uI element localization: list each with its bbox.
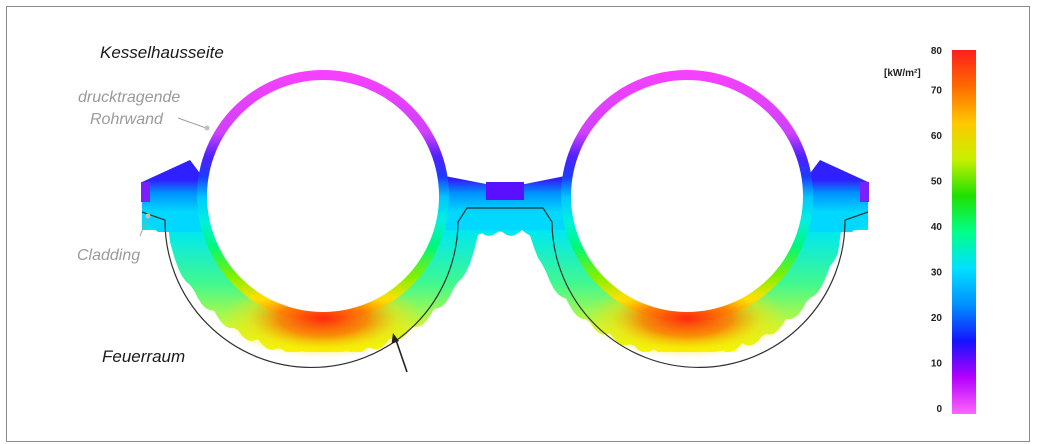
right-fin-edge — [860, 182, 869, 202]
right-tube-bore — [571, 80, 803, 312]
cladding-interface-line — [141, 207, 869, 369]
right-fin — [800, 160, 868, 232]
rohrwand-dot — [204, 125, 210, 131]
cladding-leader — [139, 215, 149, 237]
colorbar-tick-0: 0 — [936, 404, 942, 415]
colorbar-unit: [kW/m²] — [884, 68, 921, 79]
colorbar-ticks: 0 10 20 30 40 50 60 70 80 — [931, 46, 943, 415]
colorbar-tick-40: 40 — [931, 222, 943, 233]
label-drucktragende: drucktragende — [78, 89, 180, 106]
tube-cross-section — [141, 70, 869, 369]
colorbar-tick-30: 30 — [931, 268, 943, 279]
colorbar-tick-60: 60 — [931, 131, 943, 142]
label-kesselhausseite: Kesselhausseite — [100, 43, 224, 62]
label-cladding: Cladding — [77, 247, 140, 264]
cladding-dot — [145, 213, 151, 219]
colorbar-tick-70: 70 — [931, 86, 943, 97]
colorbar-tick-20: 20 — [931, 313, 943, 324]
colorbar-gradient — [952, 50, 976, 414]
arrow-indicator — [391, 333, 408, 373]
colorbar: [kW/m²] 0 10 20 30 40 50 60 70 80 — [884, 46, 976, 415]
colorbar-tick-80: 80 — [931, 46, 943, 57]
colorbar-tick-50: 50 — [931, 177, 943, 188]
label-feuerraum: Feuerraum — [102, 347, 185, 366]
center-fin — [440, 176, 570, 230]
left-tube-bore — [207, 80, 439, 312]
label-rohrwand: Rohrwand — [90, 111, 164, 128]
colorbar-tick-10: 10 — [931, 359, 943, 370]
center-fin-cold — [486, 182, 524, 200]
left-fin-edge — [141, 182, 150, 202]
rohrwand-leader — [177, 117, 207, 129]
left-fin — [142, 160, 210, 232]
